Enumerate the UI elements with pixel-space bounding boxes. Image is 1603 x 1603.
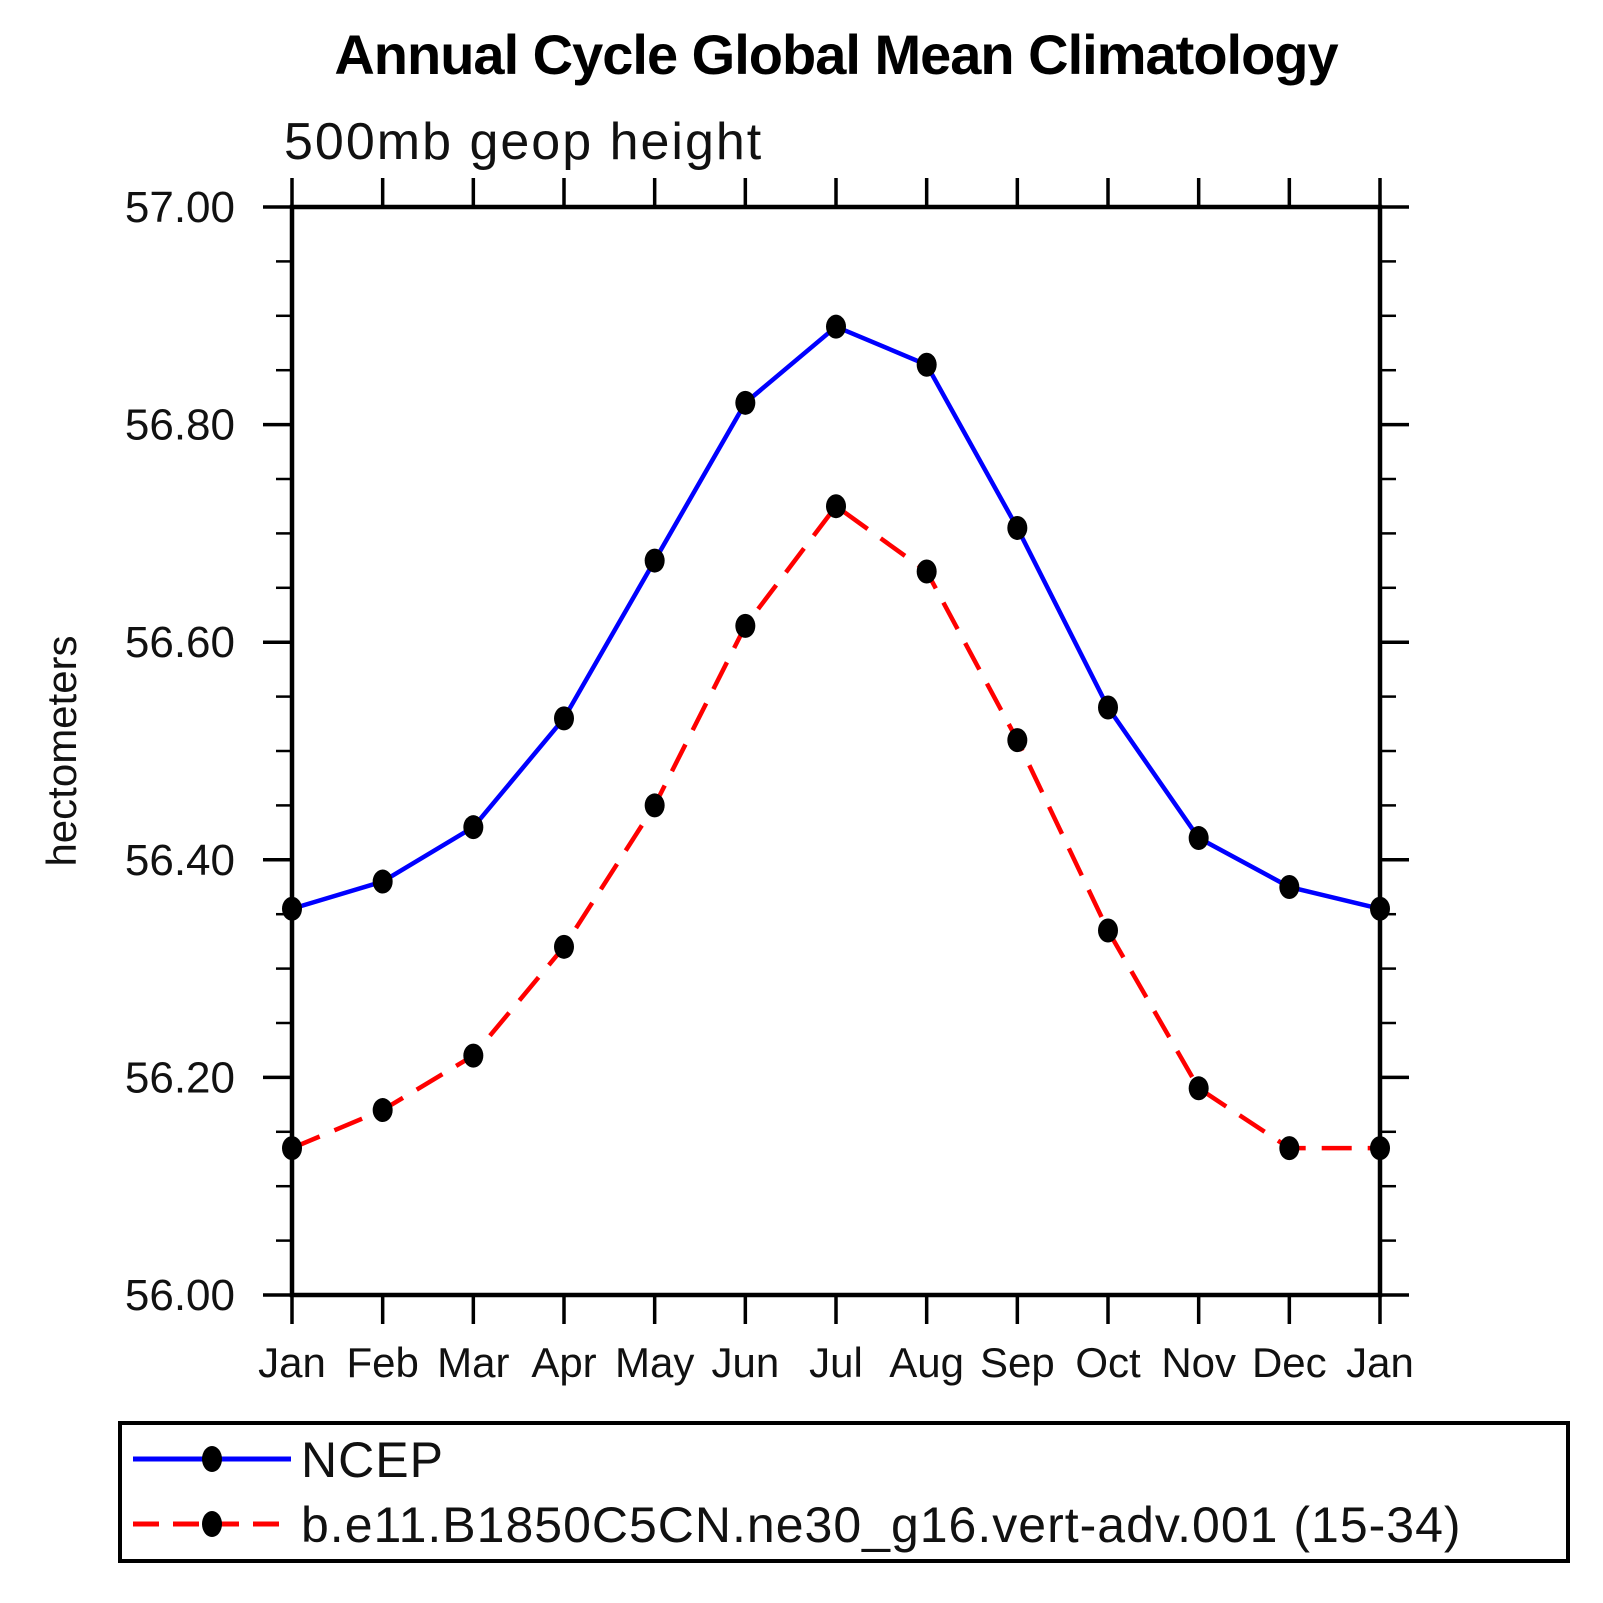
x-tick-label: Jul: [809, 1339, 863, 1386]
y-tick-label: 57.00: [125, 183, 235, 232]
x-tick-label: Jan: [1346, 1339, 1414, 1386]
data-point-marker: [1098, 918, 1118, 943]
y-tick-label: 56.40: [125, 836, 235, 885]
data-point-marker: [1370, 1136, 1390, 1161]
legend-marker-icon: [202, 1446, 222, 1472]
data-point-marker: [735, 390, 756, 415]
y-tick-label: 56.80: [125, 401, 235, 450]
legend: NCEP b.e11.B1850C5CN.ne30_g16.vert-adv.0…: [118, 1421, 1570, 1563]
data-point-marker: [735, 613, 756, 638]
legend-item-model: b.e11.B1850C5CN.ne30_g16.vert-adv.001 (1…: [127, 1492, 1566, 1557]
data-point-marker: [1007, 515, 1028, 540]
x-tick-label: Sep: [980, 1339, 1055, 1386]
x-tick-label: Oct: [1075, 1339, 1141, 1386]
legend-item-ncep: NCEP: [127, 1427, 1566, 1492]
legend-label-model: b.e11.B1850C5CN.ne30_g16.vert-adv.001 (1…: [301, 1496, 1462, 1553]
x-tick-label: Nov: [1161, 1339, 1236, 1386]
data-point-marker: [1279, 1136, 1300, 1161]
x-tick-label: Aug: [889, 1339, 964, 1386]
data-point-marker: [282, 896, 302, 921]
x-tick-label: Mar: [437, 1339, 509, 1386]
x-tick-label: Dec: [1252, 1339, 1327, 1386]
x-tick-label: Apr: [531, 1339, 596, 1386]
legend-swatch-line-marker-icon: [133, 1446, 291, 1472]
y-tick-label: 56.60: [125, 618, 235, 667]
x-tick-label: May: [615, 1339, 694, 1386]
data-point-marker: [1098, 695, 1118, 720]
y-tick-label: 56.00: [125, 1271, 235, 1320]
data-point-marker: [1188, 826, 1209, 851]
data-point-marker: [554, 934, 574, 959]
x-tick-label: Feb: [346, 1339, 418, 1386]
data-point-marker: [463, 1043, 484, 1068]
data-point-marker: [463, 815, 484, 840]
data-point-marker: [644, 548, 665, 573]
x-tick-label: Jan: [258, 1339, 326, 1386]
data-point-marker: [1007, 728, 1028, 753]
data-point-marker: [372, 1098, 393, 1123]
data-point-marker: [554, 706, 574, 731]
y-tick-label: 56.20: [125, 1053, 235, 1102]
legend-label-ncep: NCEP: [301, 1431, 444, 1488]
chart-subtitle: 500mb geop height: [284, 113, 764, 171]
data-point-marker: [826, 314, 846, 339]
data-point-marker: [644, 793, 665, 818]
data-point-marker: [916, 559, 937, 584]
data-point-marker: [1279, 875, 1300, 899]
data-point-marker: [1370, 896, 1390, 921]
series-line-ncep: [291, 324, 1381, 911]
series-line-model: [291, 503, 1380, 1151]
legend-swatch-line-marker-icon: [133, 1511, 291, 1537]
chart-title: Annual Cycle Global Mean Climatology: [334, 23, 1338, 86]
plot-frame: [289, 204, 1383, 1298]
data-point-marker: [372, 869, 393, 894]
data-point-marker: [1188, 1076, 1209, 1101]
x-tick-label: Jun: [711, 1339, 779, 1386]
data-point-marker: [282, 1136, 302, 1161]
legend-marker-icon: [202, 1511, 222, 1537]
data-point-marker: [826, 494, 846, 519]
data-point-marker: [916, 352, 937, 377]
